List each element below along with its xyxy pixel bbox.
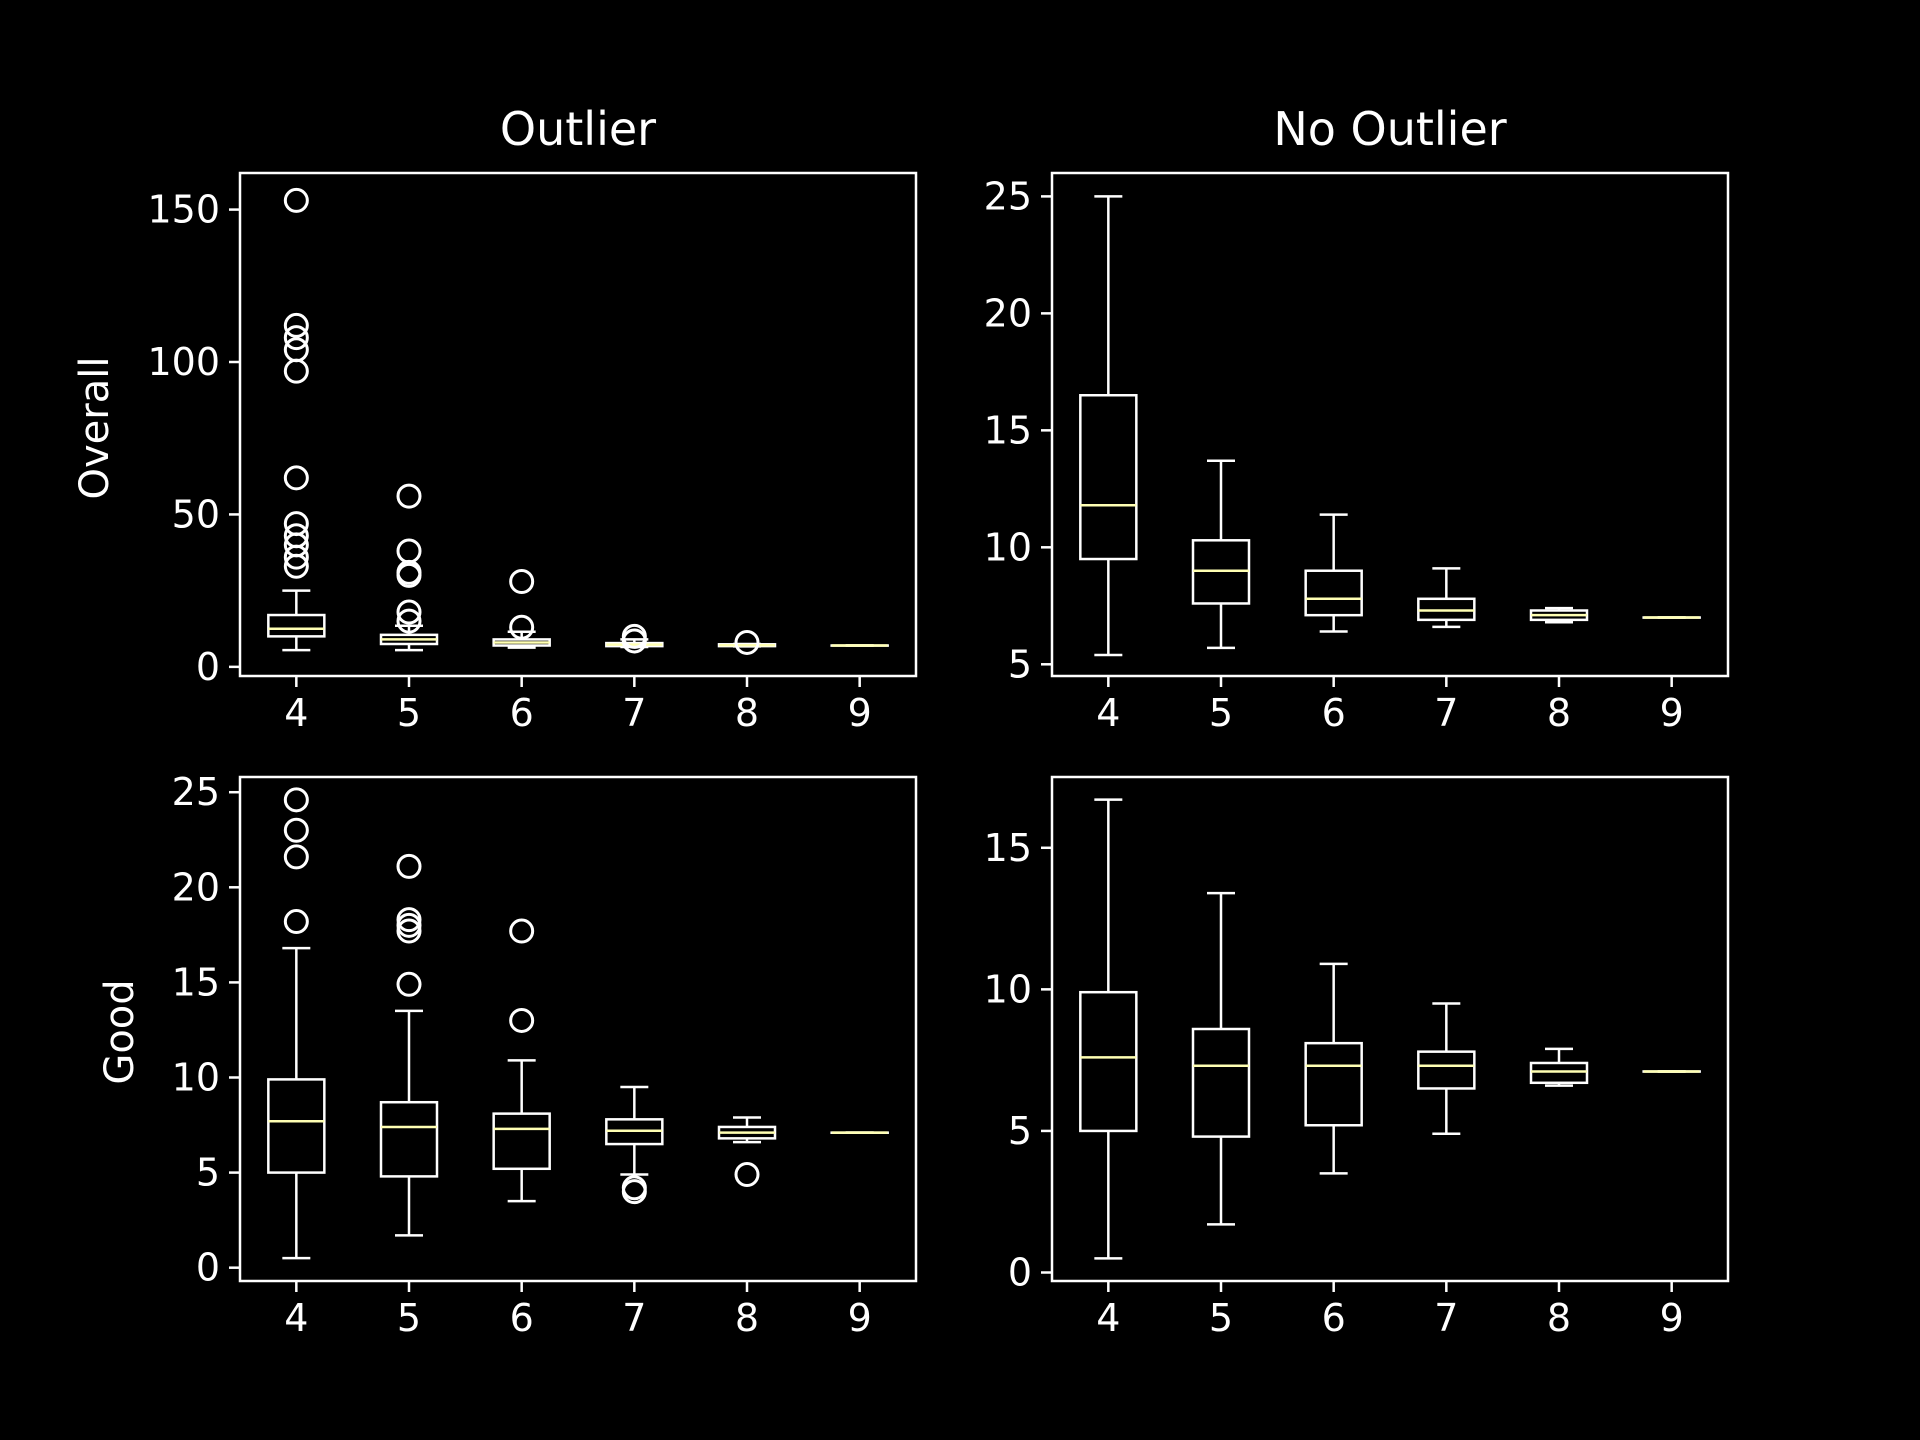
outlier-point (621, 623, 647, 649)
y-tick-label: 25 (984, 174, 1032, 218)
outlier-point (509, 918, 535, 944)
y-tick-label: 0 (196, 645, 220, 689)
y-tick-label: 50 (172, 492, 220, 536)
outlier-point (283, 523, 309, 549)
y-tick-label: 5 (196, 1151, 220, 1195)
y-tick-label: 20 (172, 865, 220, 909)
outlier-point (283, 465, 309, 491)
x-tick-label: 7 (1434, 691, 1458, 735)
panel-title: No Outlier (1273, 102, 1506, 156)
x-tick-label: 6 (510, 691, 534, 735)
outlier-point (621, 1175, 647, 1201)
box (267, 613, 326, 638)
outlier-point (509, 614, 535, 640)
outlier-point (396, 608, 422, 634)
box-plot-marks: 0 5 10 15 4 5 6 7 8 9 (984, 798, 1701, 1340)
x-tick-label: 6 (1322, 1296, 1346, 1340)
y-tick-label: 10 (984, 525, 1032, 569)
y-tick-label: 15 (172, 960, 220, 1004)
box (1304, 569, 1363, 617)
box (1304, 1041, 1363, 1127)
x-tick-label: 7 (622, 691, 646, 735)
x-tick-label: 4 (284, 1296, 308, 1340)
plot-area-frame (238, 775, 918, 1283)
x-tick-label: 9 (1660, 691, 1684, 735)
y-axis-label: Overall (72, 357, 118, 500)
y-tick-label: 15 (984, 826, 1032, 870)
y-tick-label: 10 (984, 967, 1032, 1011)
panel-top-right: No Outlier 5 10 15 20 25 4 5 6 7 8 9 (984, 102, 1730, 735)
box (1529, 1061, 1589, 1085)
outlier-point (396, 599, 422, 625)
x-tick-label: 8 (1547, 691, 1571, 735)
box (492, 1112, 551, 1171)
x-tick-label: 5 (397, 691, 421, 735)
panel-bottom-right: 0 5 10 15 4 5 6 7 8 9 (984, 775, 1730, 1340)
x-tick-label: 6 (1322, 691, 1346, 735)
outlier-point (283, 844, 309, 870)
box (267, 1078, 326, 1174)
y-tick-label: 20 (984, 291, 1032, 335)
y-tick-label: 0 (196, 1246, 220, 1290)
x-tick-label: 9 (848, 1296, 872, 1340)
outlier-point (283, 187, 309, 213)
x-tick-label: 8 (735, 691, 759, 735)
x-tick-label: 8 (735, 1296, 759, 1340)
x-tick-label: 7 (1434, 1296, 1458, 1340)
y-tick-label: 100 (147, 340, 220, 384)
y-tick-label: 25 (172, 770, 220, 814)
plot-area-frame (238, 171, 918, 678)
x-tick-label: 9 (1660, 1296, 1684, 1340)
outlier-point (283, 511, 309, 537)
y-tick-label: 15 (984, 408, 1032, 452)
outlier-point (396, 907, 422, 933)
x-tick-label: 9 (848, 691, 872, 735)
x-tick-label: 4 (1096, 691, 1120, 735)
box-plot-marks: 0 50 100 150 4 5 6 7 8 9 (147, 187, 889, 735)
x-tick-label: 4 (1096, 1296, 1120, 1340)
y-tick-label: 10 (172, 1055, 220, 1099)
outlier-point (396, 483, 422, 509)
outlier-point (396, 538, 422, 564)
box (1417, 1050, 1476, 1090)
outlier-point (734, 629, 760, 655)
plot-area-frame (1050, 775, 1730, 1283)
box (1079, 990, 1138, 1133)
x-tick-label: 5 (1209, 691, 1233, 735)
outlier-point (283, 787, 309, 813)
y-tick-label: 150 (147, 188, 220, 232)
box-plot-marks: 0 5 10 15 20 25 4 5 6 7 8 9 (172, 770, 889, 1340)
x-tick-label: 4 (284, 691, 308, 735)
plot-area-frame (1050, 171, 1730, 678)
box (1191, 1027, 1251, 1138)
outlier-point (396, 853, 422, 879)
x-tick-label: 5 (1209, 1296, 1233, 1340)
y-axis-label: Good (97, 979, 143, 1084)
y-tick-label: 5 (1008, 1109, 1032, 1153)
panel-title: Outlier (500, 102, 656, 156)
outlier-point (283, 909, 309, 935)
outlier-point (734, 1161, 760, 1187)
outlier-point (283, 817, 309, 843)
x-tick-label: 6 (510, 1296, 534, 1340)
outlier-point (509, 1007, 535, 1033)
box (379, 1100, 439, 1178)
outlier-point (396, 971, 422, 997)
panel-bottom-left: Good 0 5 10 15 20 25 4 5 6 7 8 9 (97, 770, 918, 1340)
box (1079, 394, 1138, 561)
y-tick-label: 5 (1008, 642, 1032, 686)
x-tick-label: 7 (622, 1296, 646, 1340)
outlier-point (283, 312, 309, 338)
box-plot-marks: 5 10 15 20 25 4 5 6 7 8 9 (984, 174, 1701, 735)
y-tick-label: 0 (1008, 1251, 1032, 1295)
outlier-point (283, 337, 309, 363)
outlier-point (509, 568, 535, 594)
x-tick-label: 8 (1547, 1296, 1571, 1340)
outlier-point (283, 325, 309, 351)
x-tick-label: 5 (397, 1296, 421, 1340)
panel-top-left: Outlier Overall 0 50 100 150 4 5 6 7 8 9 (72, 102, 918, 735)
